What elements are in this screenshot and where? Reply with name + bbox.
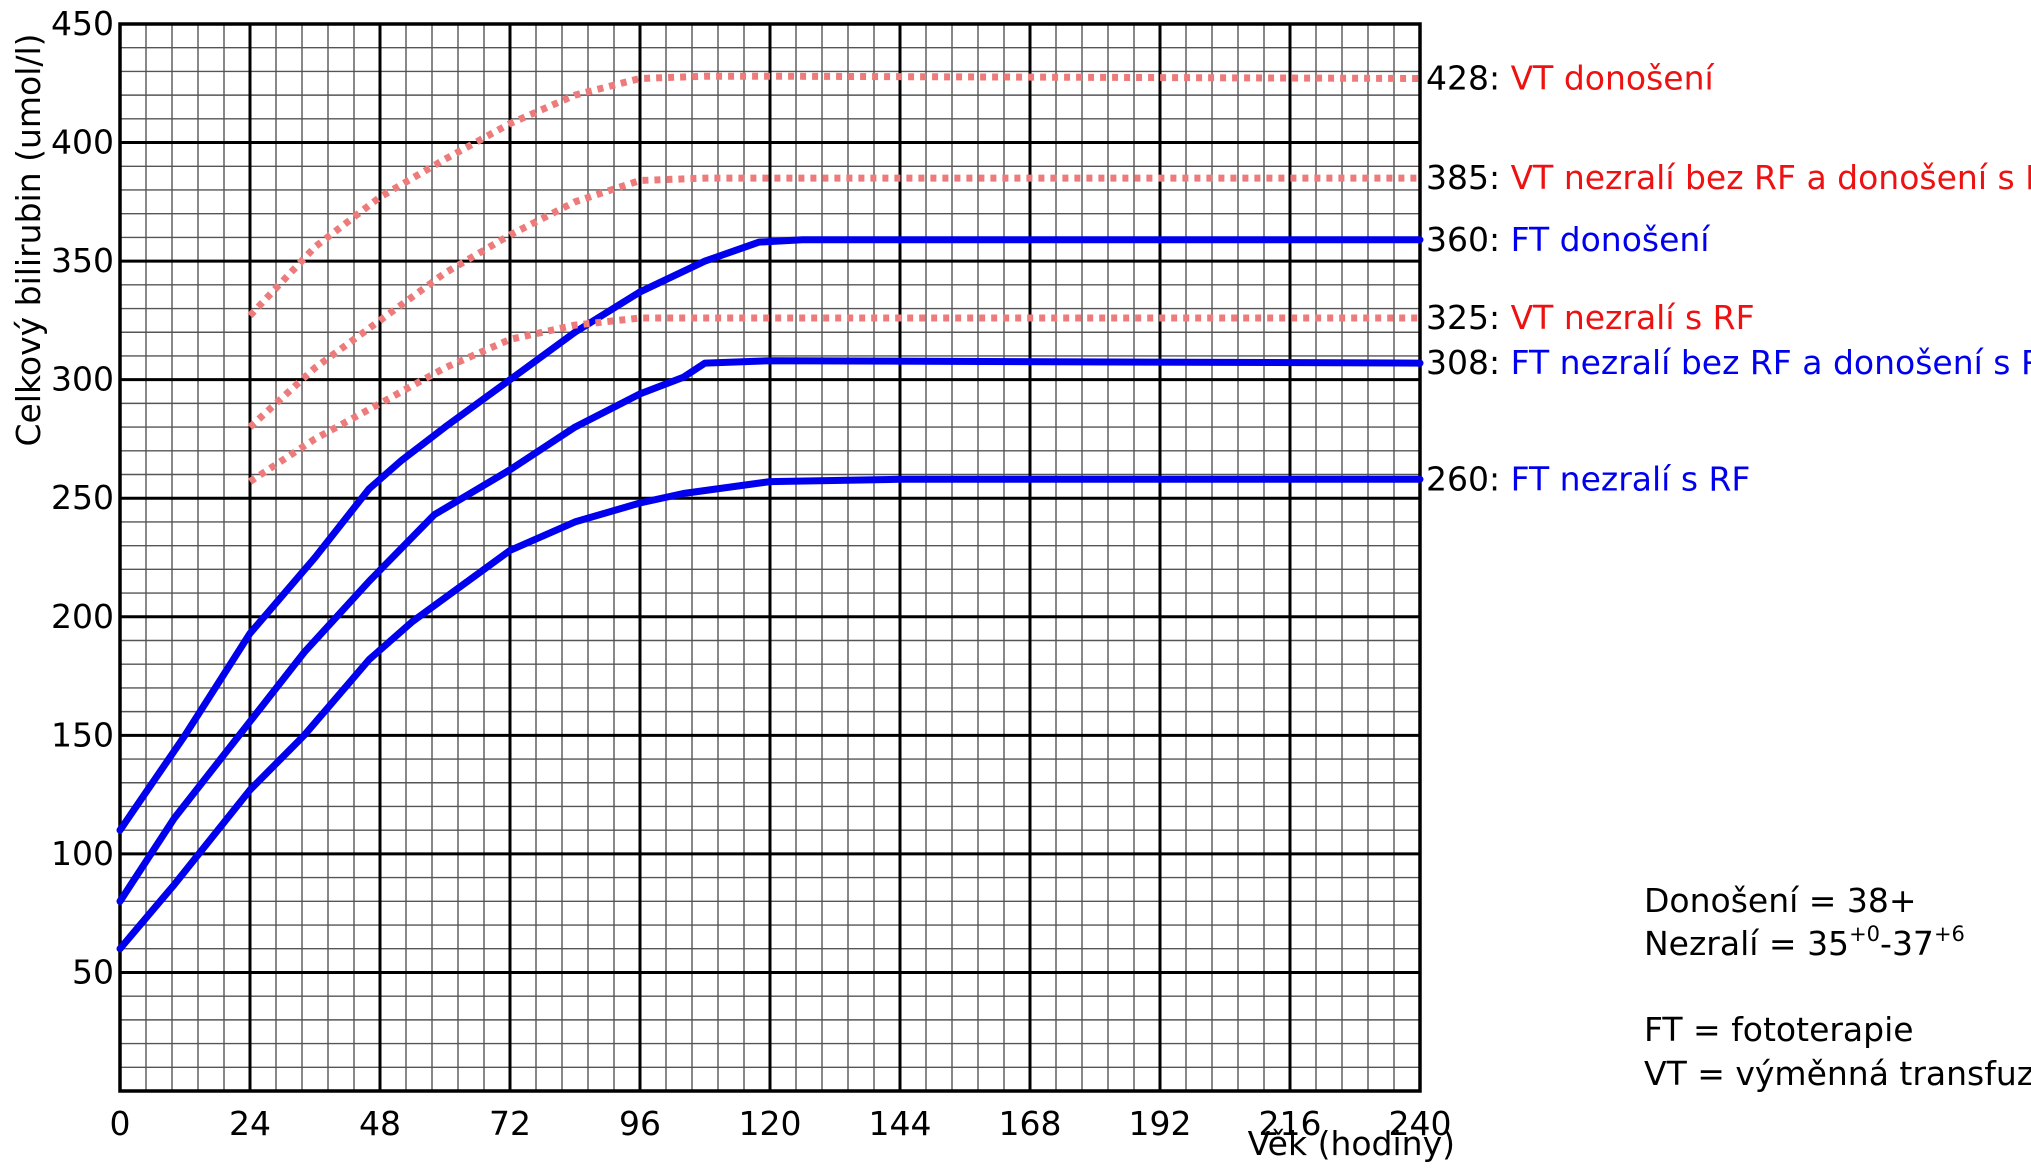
series-name-label: VT nezralí bez RF a donošení s RF bbox=[1511, 158, 2031, 197]
major-grid bbox=[118, 22, 1422, 1093]
series-name-label: FT donošení bbox=[1511, 220, 1712, 259]
series-label: 260: FT nezralí s RF bbox=[1426, 459, 1750, 498]
series-line bbox=[116, 357, 1424, 905]
note-donoseni: Donošení = 38+ bbox=[1644, 881, 1917, 920]
y-axis-title: Celkový bilirubin (umol/l) bbox=[9, 33, 48, 446]
x-tick-label: 0 bbox=[110, 1104, 131, 1143]
series-line bbox=[116, 236, 1424, 834]
series-line bbox=[247, 174, 1420, 430]
series-value-label: 308: bbox=[1426, 343, 1511, 382]
series-label: 308: FT nezralí bez RF a donošení s RF bbox=[1426, 343, 2031, 382]
series-labels: 428: VT donošení 385: VT nezralí bez RF a… bbox=[1426, 59, 2031, 499]
note-ft: FT = fototerapie bbox=[1644, 1010, 1914, 1049]
note-vt: VT = výměnná transfuze bbox=[1644, 1054, 2031, 1093]
y-tick-label: 100 bbox=[51, 834, 114, 873]
y-tick-label: 150 bbox=[51, 715, 114, 754]
series-name-label: FT nezralí s RF bbox=[1511, 459, 1751, 498]
note-nezrali-sup1: +0 bbox=[1849, 922, 1880, 946]
x-tick-label: 24 bbox=[229, 1104, 271, 1143]
y-tick-label: 300 bbox=[51, 360, 114, 399]
x-tick-label: 168 bbox=[999, 1104, 1062, 1143]
series-value-label: 428: bbox=[1426, 59, 1511, 98]
x-tick-label: 240 bbox=[1389, 1104, 1452, 1143]
y-tick-label: 400 bbox=[51, 123, 114, 162]
x-axis-ticks: 0 24 48 72 96 120 144 168 192 216 240 bbox=[110, 1104, 1452, 1143]
plot-frame bbox=[118, 22, 1422, 1093]
series-name-label: VT nezralí s RF bbox=[1511, 298, 1755, 337]
series-name-label: VT donošení bbox=[1511, 59, 1716, 98]
note-nezrali-sup2: +6 bbox=[1934, 922, 1965, 946]
series-value-label: 325: bbox=[1426, 298, 1511, 337]
series-value-label: 360: bbox=[1426, 220, 1511, 259]
note-nezrali-prefix: Nezralí = 35 bbox=[1644, 924, 1849, 963]
series-lines bbox=[116, 72, 1424, 953]
series-label: 325: VT nezralí s RF bbox=[1426, 298, 1755, 337]
series-value-label: 385: bbox=[1426, 158, 1511, 197]
x-tick-label: 72 bbox=[489, 1104, 531, 1143]
y-axis-ticks: 50 100 150 200 250 300 350 400 450 bbox=[51, 4, 114, 991]
y-tick-label: 50 bbox=[72, 952, 114, 991]
series-label: 385: VT nezralí bez RF a donošení s RF bbox=[1426, 158, 2031, 197]
series-value-label: 260: bbox=[1426, 459, 1511, 498]
x-tick-label: 192 bbox=[1129, 1104, 1192, 1143]
y-tick-label: 450 bbox=[51, 4, 114, 43]
legend-notes: Donošení = 38+ Nezralí = 35+0-37+6 FT = … bbox=[1644, 881, 2031, 1093]
series-label: 360: FT donošení bbox=[1426, 220, 1711, 259]
x-tick-label: 144 bbox=[869, 1104, 932, 1143]
y-tick-label: 250 bbox=[51, 478, 114, 517]
x-tick-label: 96 bbox=[619, 1104, 661, 1143]
series-line bbox=[116, 475, 1424, 953]
x-axis-title: Věk (hodiny) bbox=[1248, 1124, 1455, 1163]
x-tick-label: 216 bbox=[1259, 1104, 1322, 1143]
series-name-label: FT nezralí bez RF a donošení s RF bbox=[1511, 343, 2031, 382]
y-tick-label: 350 bbox=[51, 241, 114, 280]
series-label: 428: VT donošení bbox=[1426, 59, 1715, 98]
series-line bbox=[247, 72, 1421, 319]
x-tick-label: 120 bbox=[739, 1104, 802, 1143]
x-tick-label: 48 bbox=[359, 1104, 401, 1143]
note-nezrali: Nezralí = 35+0-37+6 bbox=[1644, 922, 1965, 963]
note-nezrali-mid: -37 bbox=[1880, 924, 1934, 963]
y-tick-label: 200 bbox=[51, 597, 114, 636]
